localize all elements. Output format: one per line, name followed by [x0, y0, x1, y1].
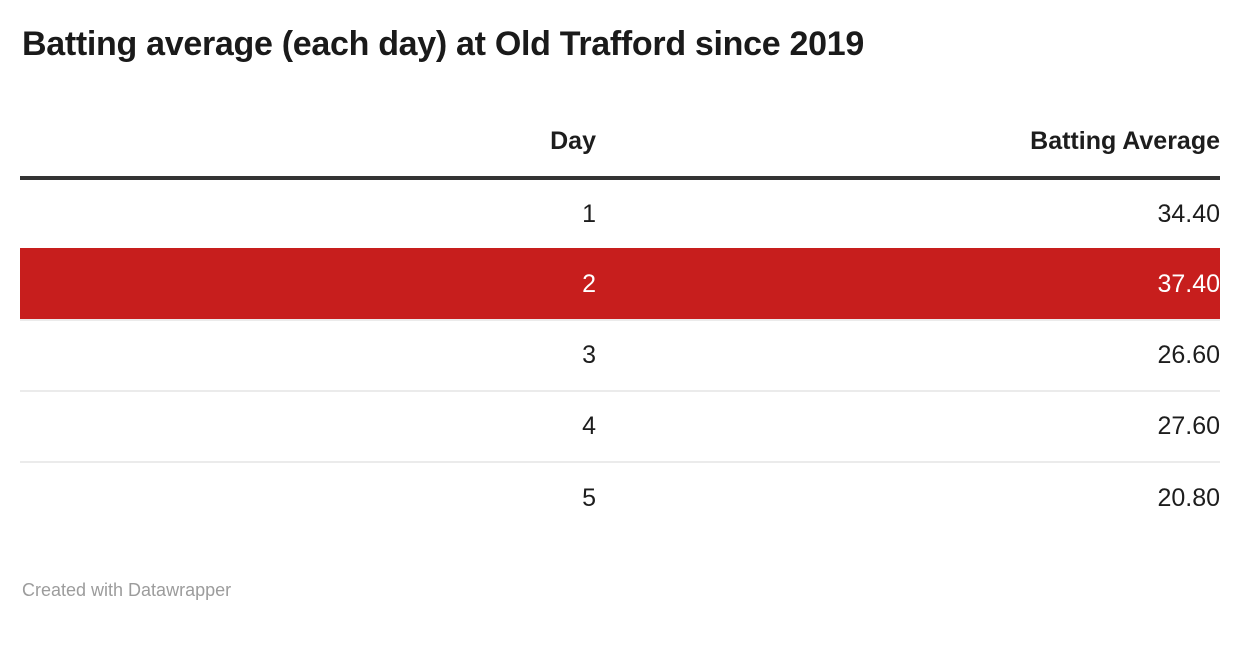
chart-title: Batting average (each day) at Old Traffo… — [22, 25, 864, 63]
cell-day: 2 — [20, 249, 596, 321]
cell-day: 3 — [20, 320, 596, 392]
cell-batting-average: 20.80 — [1157, 483, 1220, 512]
table-header: Day Batting Average — [20, 126, 1220, 180]
header-row: Day Batting Average — [20, 126, 1220, 180]
batting-average-table: Day Batting Average 1 34.40 2 37.40 3 26.60 4 2… — [20, 126, 1220, 533]
table-body: 1 34.40 2 37.40 3 26.60 4 27.60 5 20.80 — [20, 178, 1220, 533]
table-row: 1 34.40 — [20, 178, 1220, 250]
column-header-batting-average: Batting Average — [596, 126, 1220, 180]
cell-day: 4 — [20, 391, 596, 463]
table-row: 4 27.60 — [20, 391, 1220, 463]
cell-batting-average: 26.60 — [596, 320, 1220, 392]
cell-day: 5 — [582, 483, 596, 512]
cell-batting-average: 34.40 — [596, 178, 1220, 250]
cell-day: 1 — [20, 178, 596, 250]
table-row: 5 20.80 — [20, 462, 1220, 533]
table-row: 2 37.40 — [20, 249, 1220, 321]
table-row: 3 26.60 — [20, 320, 1220, 392]
cell-batting-average: 37.40 — [596, 249, 1220, 321]
cell-batting-average: 27.60 — [596, 391, 1220, 463]
column-header-day: Day — [20, 126, 596, 180]
chart-container: Batting average (each day) at Old Traffo… — [0, 24, 1240, 600]
datawrapper-credit[interactable]: Created with Datawrapper — [22, 580, 232, 600]
